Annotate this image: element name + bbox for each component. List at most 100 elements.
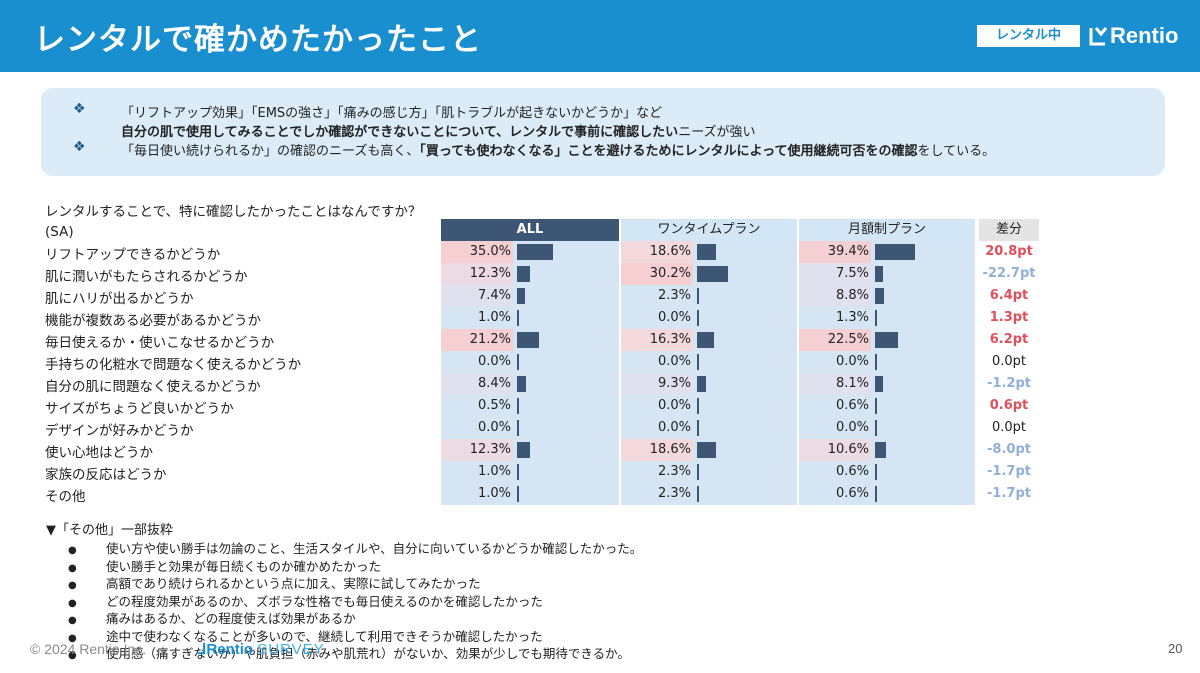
others-item: ● 痛みはあるか、どの程度使えば効果があるか — [68, 608, 356, 627]
others-item-text: 使用感（痛すぎないか）や肌負担（赤みや肌荒れ）がないか、効果が少しでも期待できる… — [106, 646, 630, 661]
bar — [875, 332, 898, 348]
bar — [875, 464, 877, 480]
cell-value: 16.3% — [649, 332, 691, 347]
cell-monthly: 0.6% — [799, 461, 975, 483]
cell-value: 0.6% — [835, 486, 869, 501]
bullet-dot-icon: ● — [68, 562, 77, 574]
cell-onetime: 0.0% — [621, 417, 797, 439]
logo-text: Rentio — [1110, 23, 1179, 48]
cell-onetime: 0.0% — [621, 351, 797, 373]
diff-value: 0.0pt — [991, 354, 1027, 369]
cell-monthly: 22.5% — [799, 329, 975, 351]
bar — [517, 354, 519, 370]
cell-all: 0.0% — [441, 417, 619, 439]
others-item: ● 高額であり続けられるかという点に加え、実際に試してみたかった — [68, 573, 481, 592]
cell-value: 39.4% — [827, 244, 869, 259]
cell-value: 18.6% — [649, 442, 691, 457]
bar — [517, 398, 519, 414]
bar — [517, 464, 519, 480]
bar — [875, 310, 877, 326]
row-label: 家族の反応はどうか — [45, 467, 167, 483]
summary-line-1: 「リフトアップ効果」「EMSの強さ」「痛みの感じ方」「肌トラブルが起きないかどう… — [121, 106, 663, 121]
cell-value: 1.0% — [477, 310, 511, 325]
row-label: 肌にハリが出るかどうか — [45, 291, 194, 307]
cell-value: 10.6% — [827, 442, 869, 457]
page-number: 20 — [1168, 641, 1183, 656]
bar — [517, 266, 530, 282]
header-onetime: ワンタイムプラン — [621, 219, 797, 241]
summary-line-2-bold: 自分の肌で使用してみることでしか確認ができないことについて、レンタルで事前に確認… — [121, 125, 679, 140]
summary-line-2-rest: ニーズが強い — [678, 125, 756, 140]
survey-question: レンタルすることで、特に確認したかったことはなんですか？ — [45, 204, 422, 220]
header-monthly: 月額制プラン — [799, 219, 975, 241]
bar — [697, 354, 699, 370]
others-item: ● 途中で使わなくなることが多いので、継続して利用できそうか確認したかった — [68, 626, 543, 645]
cell-monthly: 0.6% — [799, 395, 975, 417]
cell-all: 35.0% — [441, 241, 619, 263]
bar — [697, 398, 699, 414]
row-label: 肌に潤いがもたらされるかどうか — [45, 269, 248, 285]
bar — [517, 310, 519, 326]
bullet-dot-icon: ● — [68, 597, 77, 609]
cell-onetime: 2.3% — [621, 285, 797, 307]
cell-value: 12.3% — [469, 442, 511, 457]
bar — [697, 420, 699, 436]
row-label: 使い心地はどうか — [45, 445, 153, 461]
bullet-dot-icon: ● — [68, 615, 77, 626]
bar — [517, 288, 525, 304]
cell-value: 8.8% — [835, 288, 869, 303]
bar — [517, 244, 553, 260]
cell-value: 0.0% — [477, 420, 511, 435]
others-item-text: 途中で使わなくなることが多いので、継続して利用できそうか確認したかった — [106, 628, 543, 644]
cell-value: 0.6% — [835, 398, 869, 413]
cell-monthly: 0.6% — [799, 483, 975, 505]
cell-all: 8.4% — [441, 373, 619, 395]
cell-value: 0.0% — [835, 354, 869, 369]
bar — [697, 376, 707, 392]
bullet-dot-icon: ● — [68, 545, 77, 556]
others-item: ● 使い方や使い勝手は勿論のこと、生活スタイルや、自分に向いているかどうか確認した… — [68, 538, 642, 557]
bar — [517, 486, 519, 502]
cell-value: 0.0% — [657, 398, 691, 413]
bar — [875, 398, 877, 414]
cell-monthly: 1.3% — [799, 307, 975, 329]
footer-logo-mark-icon: ⅃ — [198, 641, 207, 658]
diff-value: 1.3pt — [989, 310, 1029, 325]
row-label: サイズがちょうど良いかどうか — [45, 401, 234, 417]
cell-value: 1.3% — [835, 310, 869, 325]
cell-monthly: 10.6% — [799, 439, 975, 461]
header-bar: レンタルで確かめたかったこと レンタル中 Rentio — [0, 0, 1200, 72]
cell-value: 2.3% — [657, 464, 691, 479]
others-item-text: 使い方や使い勝手は勿論のこと、生活スタイルや、自分に向いているかどうか確認したか… — [106, 541, 643, 556]
bar — [517, 376, 526, 392]
cell-value: 9.3% — [657, 376, 691, 391]
cell-value: 12.3% — [469, 266, 511, 281]
cell-all: 12.3% — [441, 439, 619, 461]
diff-value: 6.4pt — [989, 288, 1029, 303]
cell-value: 8.4% — [477, 376, 511, 391]
cell-all: 0.0% — [441, 351, 619, 373]
bar — [697, 486, 700, 502]
footer-copyright: © 2024 Rentio Inc. — [30, 641, 147, 657]
cell-value: 35.0% — [469, 244, 511, 259]
rental-status-badge: レンタル中 — [977, 25, 1080, 47]
others-item-text: 使い勝手と効果が毎日続くものか確かめたかった — [106, 558, 382, 574]
diff-value: 20.8pt — [985, 244, 1033, 259]
bar — [697, 266, 728, 282]
page-title: レンタルで確かめたかったこと — [34, 22, 482, 58]
footer-logo: ⅃Rentio SURVEY — [198, 640, 325, 658]
sa-label: (SA) — [45, 224, 74, 240]
cell-onetime: 30.2% — [621, 263, 797, 285]
cell-value: 30.2% — [649, 266, 691, 281]
cell-onetime: 0.0% — [621, 307, 797, 329]
bar — [697, 332, 714, 348]
cell-onetime: 9.3% — [621, 373, 797, 395]
others-item: ● どの程度効果があるのか、ズボラな性格でも毎日使えるのかを確認したかった — [68, 591, 543, 610]
row-label: その他 — [45, 489, 86, 505]
header-diff: 差分 — [979, 219, 1039, 241]
cell-value: 7.5% — [835, 266, 869, 281]
row-label: デザインが好みかどうか — [45, 423, 194, 439]
bullet-dot-icon: ● — [68, 580, 77, 591]
others-item: ● 使用感（痛すぎないか）や肌負担（赤みや肌荒れ）がないか、効果が少しでも期待でき… — [68, 643, 630, 662]
bar — [875, 244, 916, 260]
